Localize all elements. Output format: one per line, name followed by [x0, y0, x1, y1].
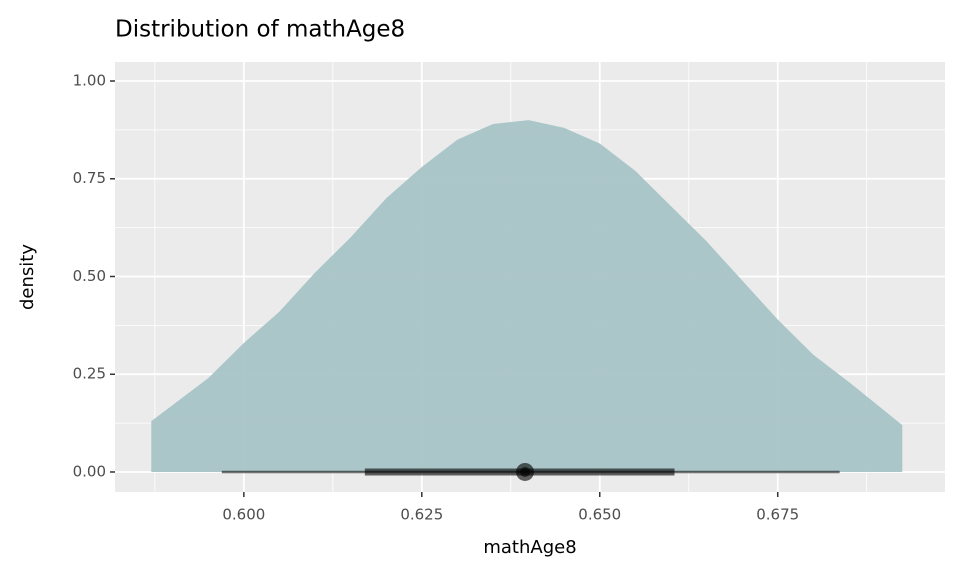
y-tick-label: 0.00 [73, 462, 106, 480]
density-area [151, 120, 903, 472]
x-tick-label: 0.650 [578, 506, 621, 524]
chart-title: Distribution of mathAge8 [115, 17, 405, 43]
point-core [520, 466, 531, 477]
y-tick-label: 0.50 [73, 267, 106, 285]
y-axis-title: density [17, 244, 38, 310]
x-tick-label: 0.600 [222, 506, 265, 524]
y-tick-label: 1.00 [73, 72, 106, 90]
y-tick-label: 0.25 [73, 365, 106, 383]
x-tick-label: 0.675 [756, 506, 799, 524]
x-axis-title: mathAge8 [483, 537, 576, 558]
x-tick-label: 0.625 [400, 506, 443, 524]
y-tick-label: 0.75 [73, 169, 106, 187]
